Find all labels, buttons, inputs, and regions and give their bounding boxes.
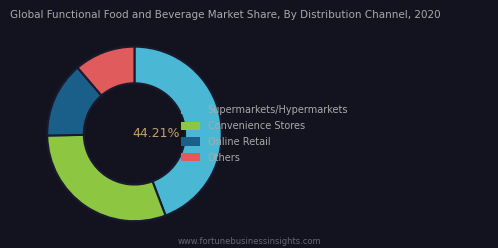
Wedge shape	[78, 47, 134, 95]
Text: 44.21%: 44.21%	[132, 127, 180, 140]
Wedge shape	[47, 68, 102, 135]
Legend: Supermarkets/Hypermarkets, Convenience Stores, Online Retail, Others: Supermarkets/Hypermarkets, Convenience S…	[179, 103, 350, 165]
Wedge shape	[47, 135, 165, 221]
Text: www.fortunebusinessinsights.com: www.fortunebusinessinsights.com	[177, 237, 321, 246]
Text: Global Functional Food and Beverage Market Share, By Distribution Channel, 2020: Global Functional Food and Beverage Mark…	[10, 10, 441, 20]
Wedge shape	[134, 47, 222, 216]
